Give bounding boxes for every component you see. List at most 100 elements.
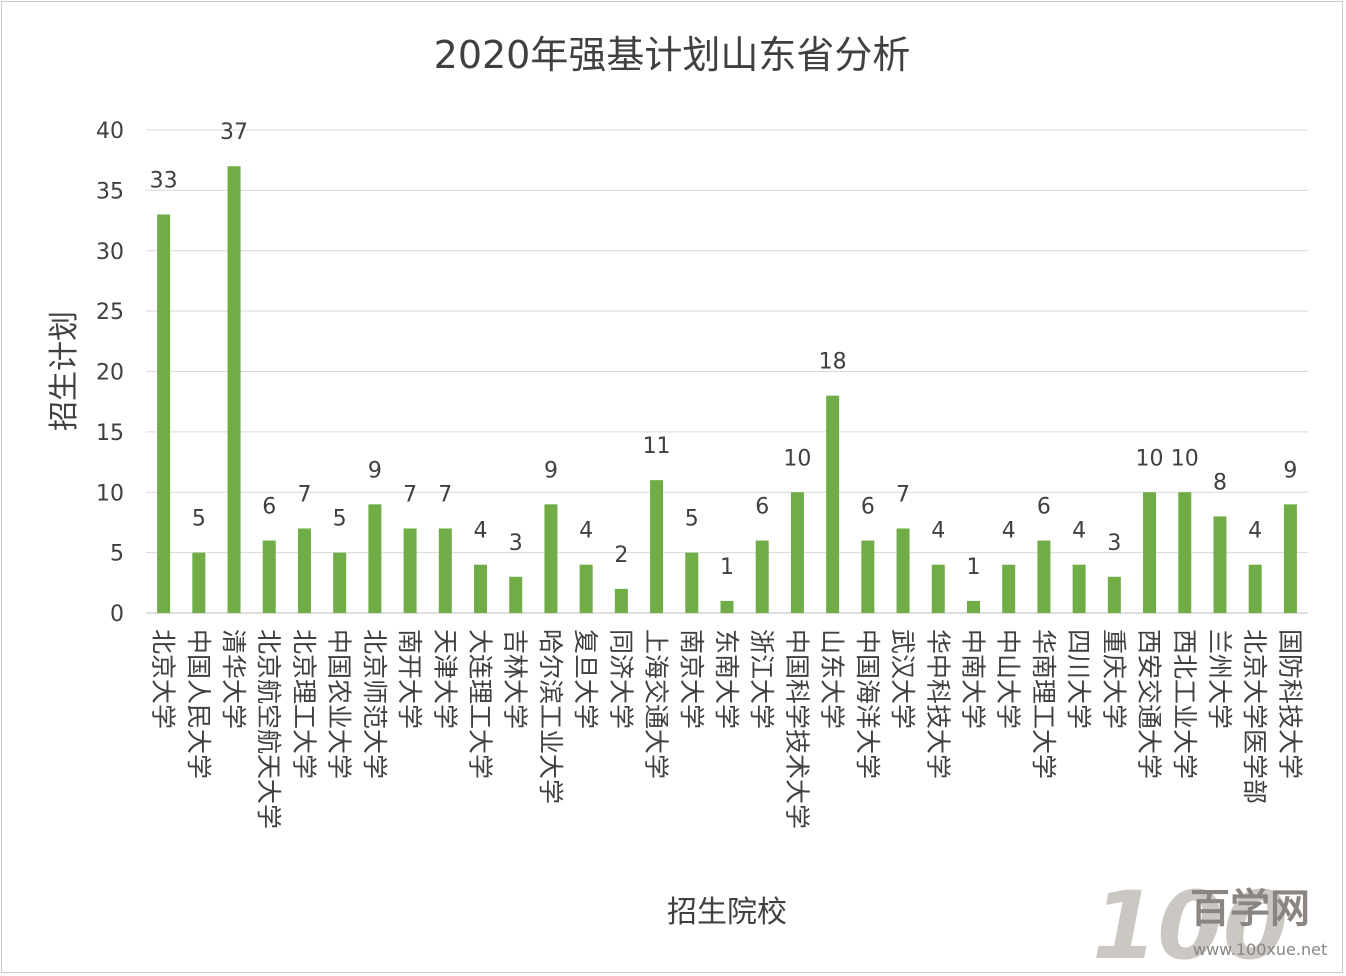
- x-tick-label: 国防科技大学: [1275, 629, 1304, 779]
- bar: [790, 492, 804, 613]
- x-tick-label: 四川大学: [1064, 629, 1093, 729]
- data-label: 5: [192, 507, 206, 532]
- bar: [438, 528, 452, 613]
- data-label: 4: [931, 519, 945, 544]
- data-label: 6: [755, 495, 769, 520]
- y-tick-label: 5: [110, 542, 124, 567]
- data-label: 1: [966, 555, 980, 580]
- data-label: 4: [579, 519, 593, 544]
- x-tick-label: 浙江大学: [747, 629, 776, 729]
- y-tick-label: 0: [110, 602, 124, 627]
- data-label: 7: [438, 482, 452, 507]
- x-axis-ticks: 北京大学 中国人民大学 清华大学 北京航空航天大学 北京理工大学 中国农业大学 北京师范大学…: [149, 629, 1305, 829]
- bar: [755, 540, 769, 613]
- data-label: 1: [720, 555, 734, 580]
- y-tick-label: 20: [96, 361, 124, 386]
- x-tick-label: 重庆大学: [1099, 629, 1128, 729]
- bar: [1283, 504, 1297, 613]
- y-axis-ticks: 0 5 10 15 20 25 30 35 40: [96, 119, 124, 627]
- x-tick-label: 北京大学医学部: [1240, 629, 1269, 804]
- watermark-url: www.100xue.net: [1193, 940, 1327, 959]
- x-tick-label: 哈尔滨工业大学: [536, 629, 565, 804]
- y-tick-label: 25: [96, 300, 124, 325]
- x-tick-label: 武汉大学: [888, 629, 917, 729]
- data-label: 33: [150, 169, 178, 194]
- data-label: 11: [643, 434, 671, 459]
- data-label: 10: [1171, 446, 1199, 471]
- data-label: 7: [297, 482, 311, 507]
- data-label: 37: [220, 120, 248, 145]
- watermark-logo: 100 百学网 www.100xue.net: [1092, 872, 1327, 976]
- bar: [509, 576, 523, 613]
- data-label: 7: [896, 482, 910, 507]
- y-tick-label: 30: [96, 240, 124, 265]
- x-tick-label: 中国农业大学: [325, 629, 354, 779]
- bar: [896, 528, 910, 613]
- watermark-brand: 百学网: [1190, 886, 1310, 932]
- data-label: 10: [783, 446, 811, 471]
- data-label: 4: [1248, 519, 1262, 544]
- data-label: 9: [544, 458, 558, 483]
- x-tick-label: 南开大学: [395, 629, 424, 729]
- data-label: 9: [368, 458, 382, 483]
- data-label: 7: [403, 482, 417, 507]
- x-tick-label: 中山大学: [994, 629, 1023, 729]
- bar: [614, 588, 628, 613]
- x-tick-label: 西北工业大学: [1170, 629, 1199, 779]
- x-tick-label: 中国科学技术大学: [782, 629, 811, 829]
- bar: [1248, 564, 1262, 613]
- y-tick-label: 40: [96, 119, 124, 144]
- bar: [1143, 492, 1157, 613]
- bar: [966, 600, 980, 613]
- bar: [720, 600, 734, 613]
- x-tick-label: 吉林大学: [501, 629, 530, 729]
- bar: [826, 395, 840, 613]
- bar: [579, 564, 593, 613]
- bar: [1002, 564, 1016, 613]
- gridlines: [146, 129, 1308, 614]
- x-tick-label: 山东大学: [818, 629, 847, 729]
- x-tick-label: 清华大学: [219, 629, 248, 729]
- x-tick-label: 同济大学: [606, 629, 635, 729]
- bar: [333, 552, 347, 613]
- bar: [297, 528, 311, 613]
- x-tick-label: 北京理工大学: [289, 629, 318, 779]
- data-label: 5: [333, 507, 347, 532]
- bar: [474, 564, 488, 613]
- watermark-logo-number: 100: [1092, 872, 1288, 976]
- bar: [861, 540, 875, 613]
- bar: [157, 214, 171, 613]
- bar: [931, 564, 945, 613]
- bar: [1072, 564, 1086, 613]
- bar: [544, 504, 558, 613]
- x-tick-label: 中国人民大学: [184, 629, 213, 779]
- x-tick-label: 华南理工大学: [1029, 629, 1058, 779]
- data-label: 8: [1213, 470, 1227, 495]
- bar: [1037, 540, 1051, 613]
- data-label: 4: [474, 519, 488, 544]
- x-axis-title: 招生院校: [667, 895, 787, 930]
- y-axis-title: 招生计划: [47, 311, 82, 431]
- data-label: 3: [509, 531, 523, 556]
- data-label: 9: [1283, 458, 1297, 483]
- y-tick-label: 15: [96, 421, 124, 446]
- bar: [650, 480, 664, 613]
- y-tick-label: 35: [96, 179, 124, 204]
- bar: [1213, 516, 1227, 613]
- bar: [227, 166, 241, 613]
- data-label: 5: [685, 507, 699, 532]
- bar: [403, 528, 417, 613]
- bars: [157, 166, 1297, 613]
- x-tick-label: 西安交通大学: [1135, 629, 1164, 779]
- data-label: 6: [262, 495, 276, 520]
- x-tick-label: 大连理工大学: [466, 629, 495, 779]
- x-tick-label: 中南大学: [958, 629, 987, 729]
- x-tick-label: 东南大学: [712, 629, 741, 729]
- bar: [262, 540, 276, 613]
- x-tick-label: 兰州大学: [1205, 629, 1234, 729]
- x-tick-label: 天津大学: [430, 629, 459, 729]
- bar: [192, 552, 206, 613]
- x-tick-label: 北京航空航天大学: [254, 629, 283, 829]
- x-tick-label: 华中科技大学: [923, 629, 952, 779]
- x-tick-label: 复旦大学: [571, 629, 600, 729]
